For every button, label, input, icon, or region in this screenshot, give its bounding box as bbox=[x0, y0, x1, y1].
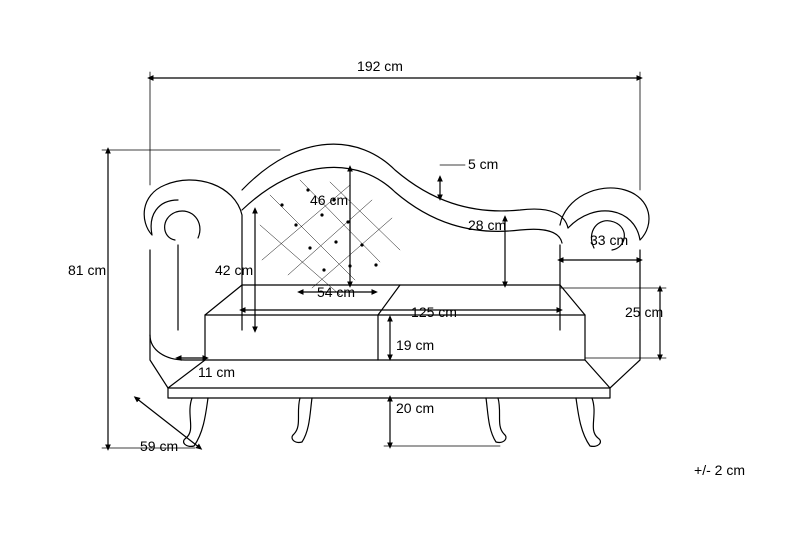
dim-depth: 59 cm bbox=[140, 438, 178, 454]
tolerance-note: +/- 2 cm bbox=[694, 462, 745, 478]
dim-back-low: 28 cm bbox=[468, 217, 506, 233]
dim-arm-height: 42 cm bbox=[215, 262, 253, 278]
dim-front-rail-h: 25 cm bbox=[625, 304, 663, 320]
dim-arm-top-depth: 11 cm bbox=[198, 364, 235, 380]
sofa-line-art bbox=[0, 0, 800, 533]
dim-seat-depth: 54 cm bbox=[317, 284, 355, 300]
dim-total-width: 192 cm bbox=[357, 58, 403, 74]
dim-back-rail: 5 cm bbox=[468, 156, 498, 172]
dim-back-high: 46 cm bbox=[310, 192, 348, 208]
dim-cushion-h: 19 cm bbox=[396, 337, 434, 353]
dim-seat-width: 125 cm bbox=[411, 304, 457, 320]
dim-leg-h: 20 cm bbox=[396, 400, 434, 416]
dim-arm-right-w: 33 cm bbox=[590, 232, 628, 248]
dimension-diagram: { "diagram": { "type": "technical-line-d… bbox=[0, 0, 800, 533]
dim-total-height: 81 cm bbox=[68, 262, 106, 278]
